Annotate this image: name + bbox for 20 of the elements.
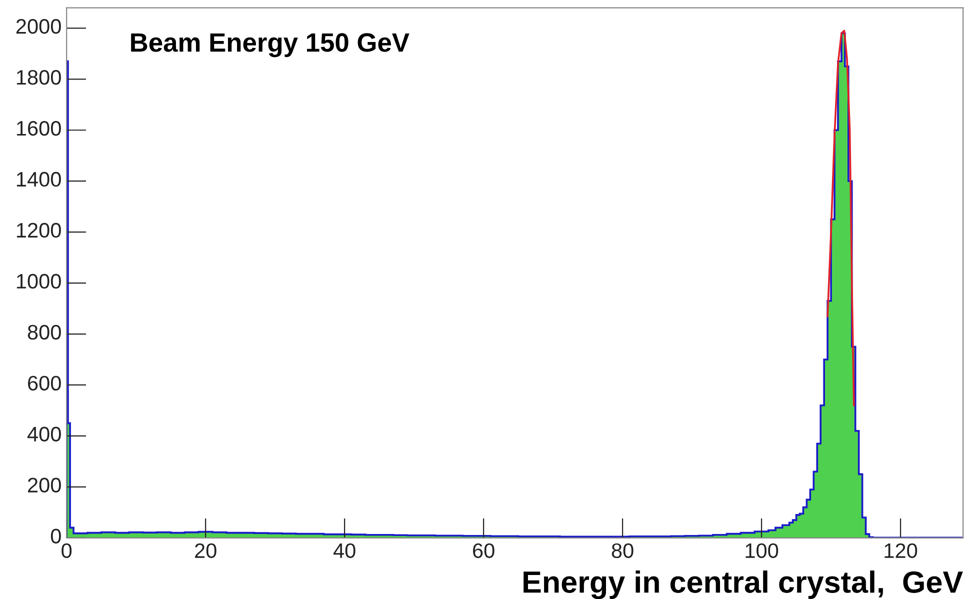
x-tick-label: 20 — [195, 543, 216, 558]
x-tick-label: 120 — [884, 543, 918, 558]
y-tick-label: 400 — [27, 426, 61, 442]
x-tick-label: 60 — [473, 543, 494, 558]
y-tick-label: 1000 — [16, 274, 61, 289]
x-tick-label: 0 — [62, 543, 72, 558]
y-tick-label: 0 — [50, 528, 61, 544]
x-tick-label: 100 — [746, 543, 778, 558]
y-tick-label: 1600 — [16, 120, 61, 136]
text: Beam Energy 150 GeV — [131, 33, 410, 58]
y-tick-label: 2000 — [16, 19, 61, 34]
y-tick-label: 200 — [28, 478, 61, 493]
y-tick-label: 1200 — [16, 222, 61, 238]
y-tick-label: 1800 — [16, 70, 61, 85]
y-tick-label: 800 — [28, 324, 61, 340]
x-axis-title: Energy in central crystal, GeV — [524, 570, 963, 599]
y-tick-label: 600 — [28, 376, 61, 391]
x-tick-label: 80 — [612, 543, 634, 558]
y-tick-label: 1400 — [16, 172, 61, 187]
x-tick-label: 40 — [333, 543, 356, 558]
